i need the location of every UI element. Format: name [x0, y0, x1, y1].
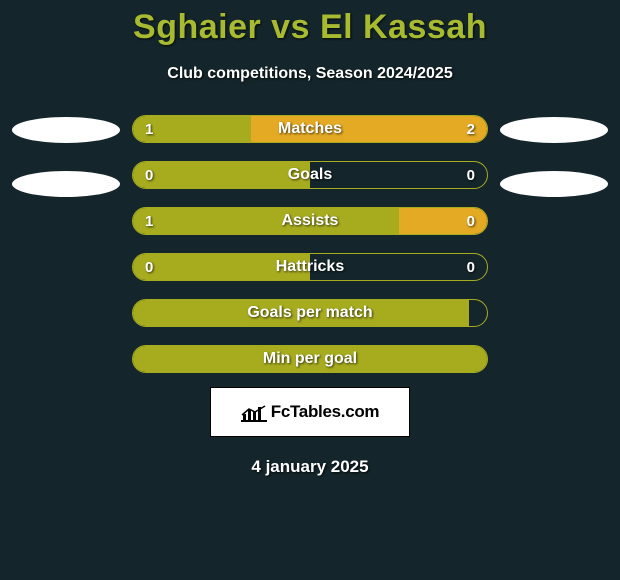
stat-bar: Min per goal — [132, 345, 488, 373]
date-label: 4 january 2025 — [0, 457, 620, 477]
stat-value-left: 1 — [145, 116, 153, 142]
stat-label: Hattricks — [133, 254, 487, 280]
stat-value-right: 0 — [467, 162, 475, 188]
subtitle: Club competitions, Season 2024/2025 — [0, 65, 620, 83]
stat-bar: Hattricks0 0 — [132, 253, 488, 281]
logo-text: FcTables.com — [271, 402, 380, 422]
stats-bars: Matches12Goals00Assists10Hattricks00Goal… — [126, 115, 494, 373]
stat-value-right: 2 — [467, 116, 475, 142]
stat-value-right: 0 — [467, 254, 475, 280]
stat-label: Matches — [133, 116, 487, 142]
stat-bar: Goals0 0 — [132, 161, 488, 189]
stat-value-left: 0 — [145, 162, 153, 188]
player-avatar — [12, 171, 120, 197]
right-avatar-column — [494, 115, 614, 197]
stat-label: Goals per match — [133, 300, 487, 326]
stat-bar: Matches1 2 — [132, 115, 488, 143]
stat-label: Goals — [133, 162, 487, 188]
fctables-logo: FcTables.com — [210, 387, 410, 437]
stat-bar: Goals per match — [132, 299, 488, 327]
stat-value-right: 0 — [467, 208, 475, 234]
player-avatar — [500, 117, 608, 143]
stat-bar: Assists1 0 — [132, 207, 488, 235]
comparison-row: Matches12Goals00Assists10Hattricks00Goal… — [0, 115, 620, 373]
left-avatar-column — [6, 115, 126, 197]
stat-value-left: 0 — [145, 254, 153, 280]
player-avatar — [500, 171, 608, 197]
stat-label: Assists — [133, 208, 487, 234]
stat-label: Min per goal — [133, 346, 487, 372]
stat-value-left: 1 — [145, 208, 153, 234]
player-avatar — [12, 117, 120, 143]
page-title: Sghaier vs El Kassah — [0, 0, 620, 47]
chart-icon — [241, 402, 267, 422]
